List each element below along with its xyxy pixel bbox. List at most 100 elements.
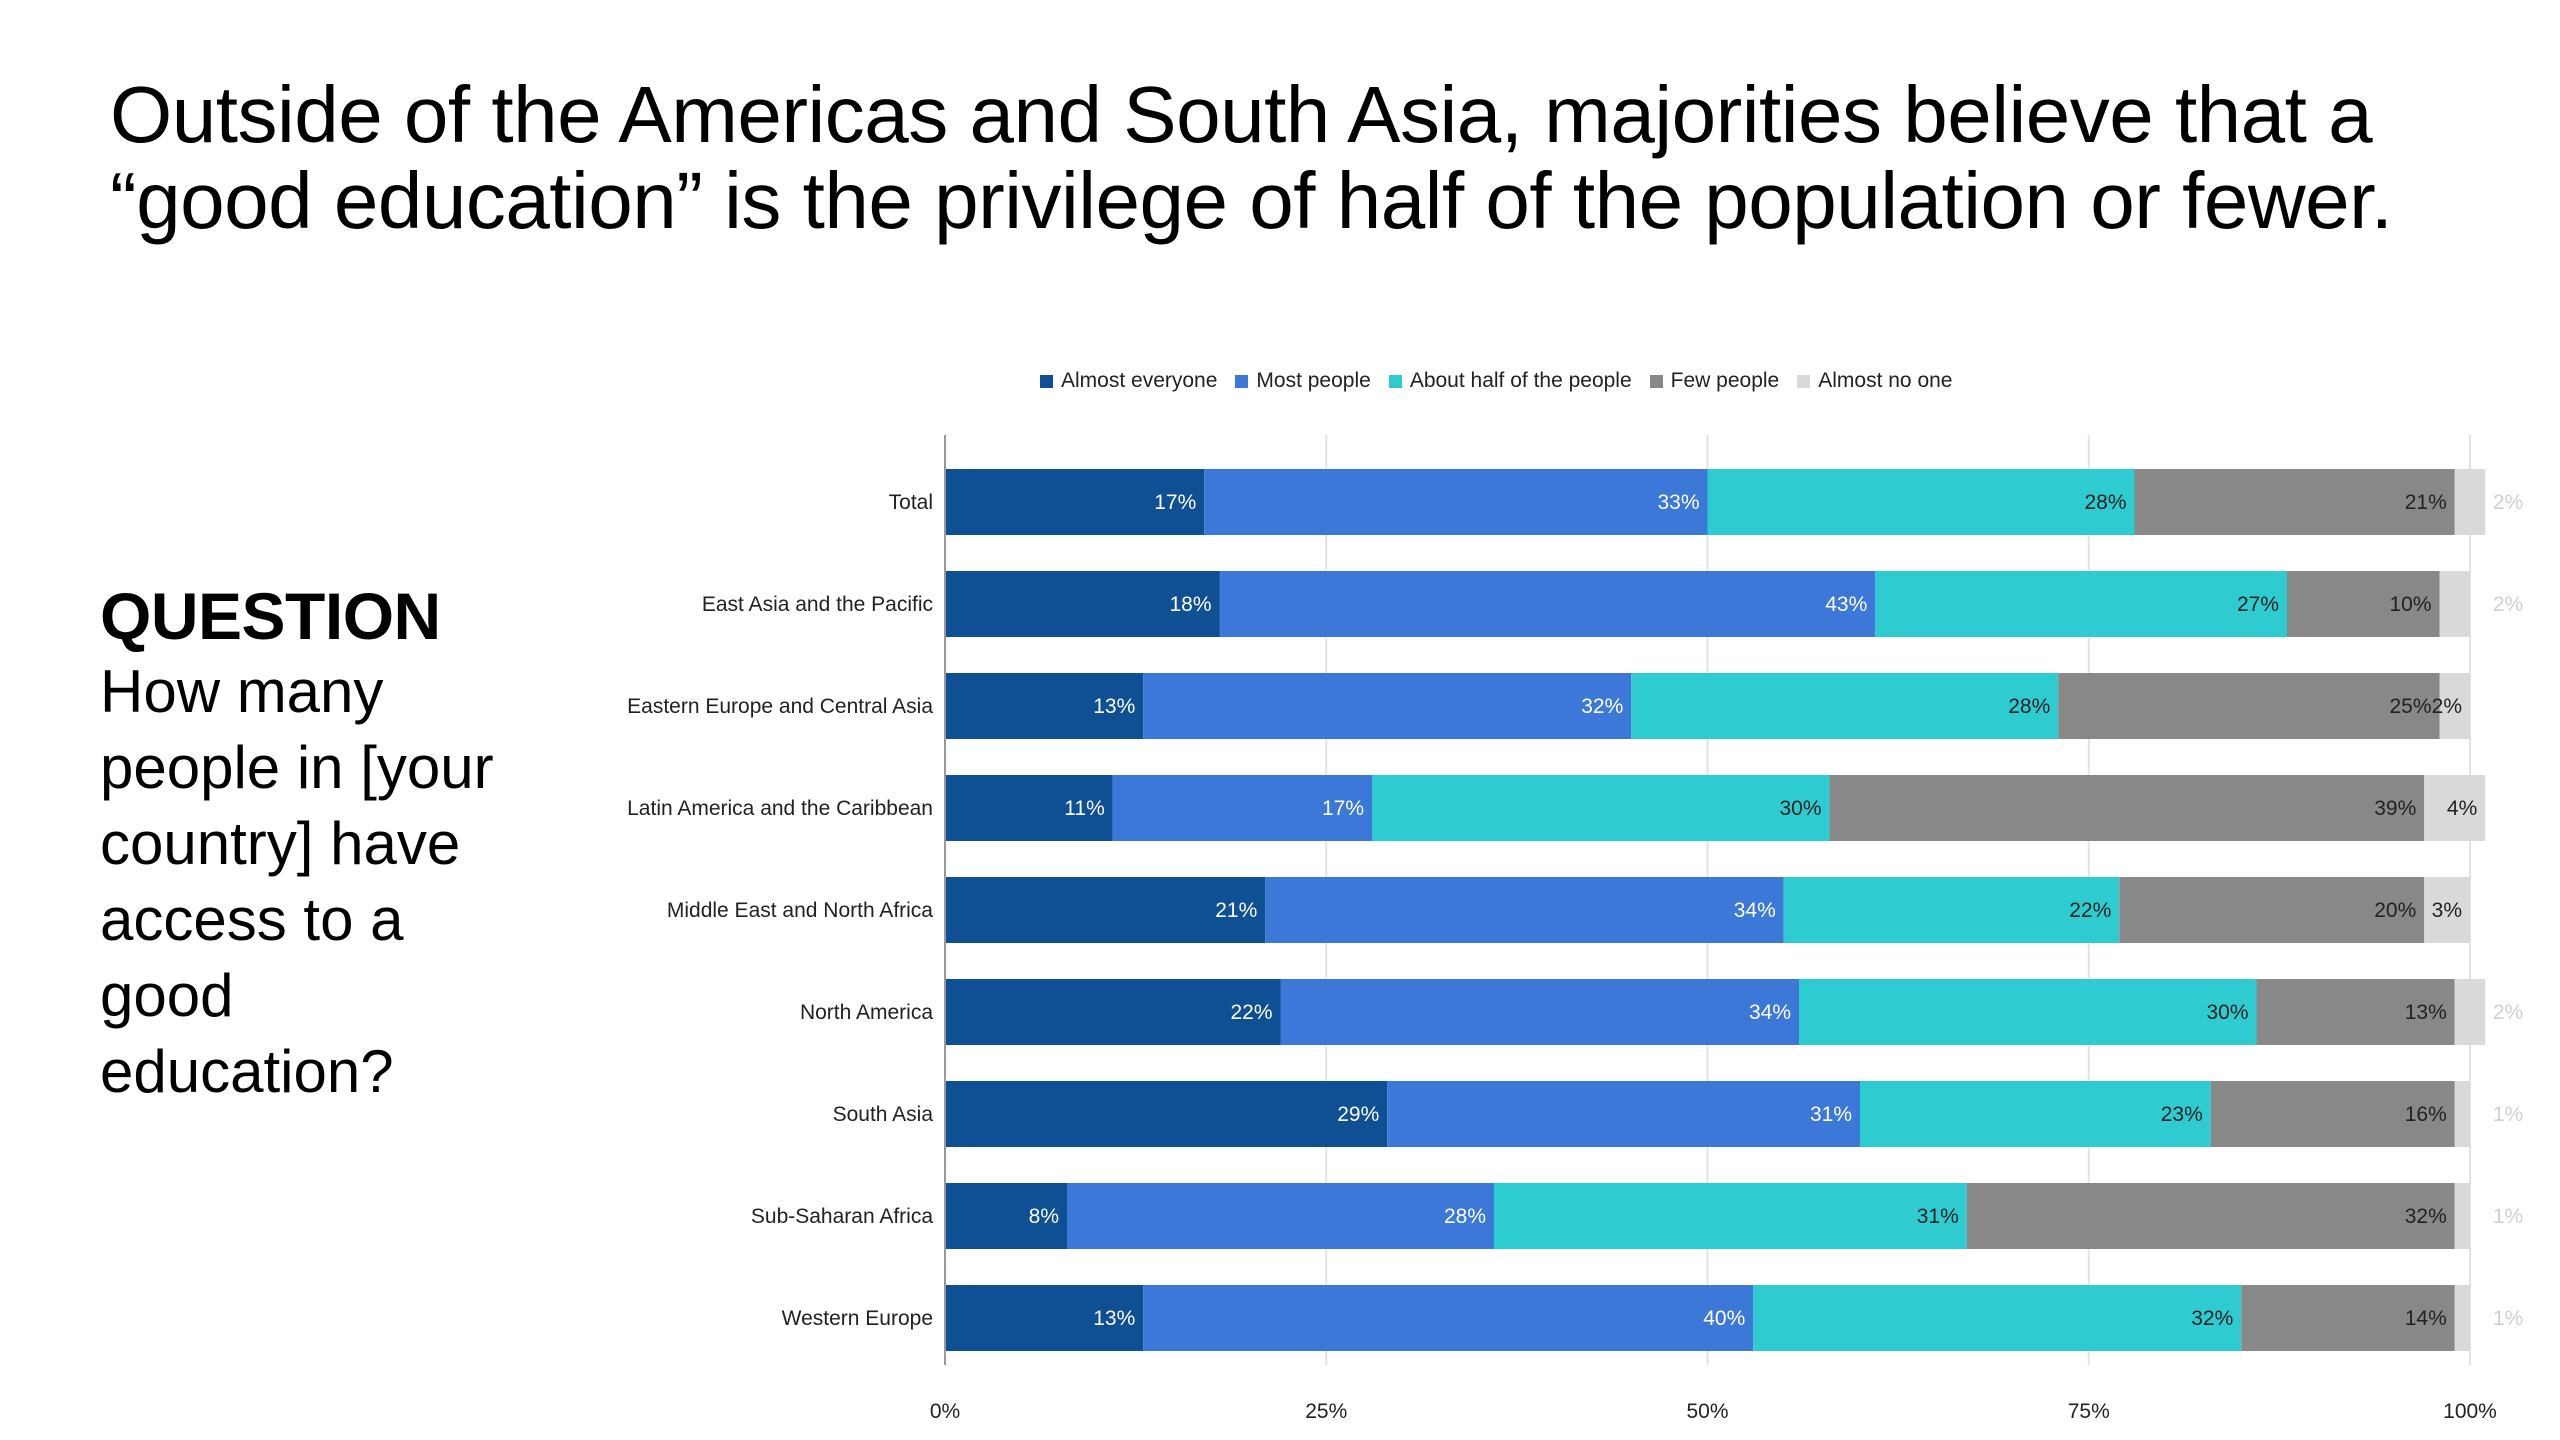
bar-segment-about-half <box>1799 979 2257 1045</box>
bar-segment-few-people <box>1829 775 2425 841</box>
data-label: 32% <box>2405 1205 2447 1228</box>
data-label: 32% <box>1581 695 1623 718</box>
data-label: 21% <box>1215 899 1257 922</box>
bar-segment-about-half <box>1753 1285 2242 1351</box>
data-label: 1% <box>2493 1205 2523 1228</box>
data-label: 13% <box>1093 1307 1135 1330</box>
category-label: East Asia and the Pacific <box>702 593 933 616</box>
bar-segment-few-people <box>2287 571 2440 637</box>
bar-segment-almost-everyone <box>945 877 1266 943</box>
data-label: 13% <box>1093 695 1135 718</box>
data-label: 28% <box>2008 695 2050 718</box>
legend-swatch <box>1235 374 1249 388</box>
data-label: 23% <box>2161 1103 2203 1126</box>
bar-segment-almost-everyone <box>945 469 1205 535</box>
data-label: 34% <box>1734 899 1776 922</box>
legend-item: About half of the people <box>1388 369 1632 393</box>
bar-segment-few-people <box>2119 877 2425 943</box>
bar-segment-almost-everyone <box>945 571 1220 637</box>
data-label: 2% <box>2493 1001 2523 1024</box>
data-label: 28% <box>2084 491 2126 514</box>
legend-swatch <box>1649 374 1663 388</box>
legend-label: Few people <box>1670 369 1780 392</box>
bar-segment-almost-no-one <box>2424 775 2486 841</box>
data-label: 16% <box>2405 1103 2447 1126</box>
data-label: 22% <box>1230 1001 1272 1024</box>
question-line: good <box>100 962 234 1029</box>
question-line: How many <box>100 658 384 725</box>
data-label: 25% <box>2389 695 2431 718</box>
category-label: North America <box>800 1001 933 1024</box>
chart-legend: Almost everyone Most people About half of … <box>1040 366 1952 396</box>
data-label: 18% <box>1169 593 1211 616</box>
data-label: 3% <box>2432 899 2462 922</box>
x-tick-label: 100% <box>2443 1400 2497 1423</box>
category-label: Sub-Saharan Africa <box>751 1205 933 1228</box>
bar-segment-almost-no-one <box>2439 673 2470 739</box>
data-label: 17% <box>1154 491 1196 514</box>
bar-segment-about-half <box>1631 673 2059 739</box>
category-label: Total <box>889 491 933 514</box>
bar-segment-almost-everyone <box>945 673 1144 739</box>
bar-segment-most-people <box>1280 979 1799 1045</box>
legend-item: Almost everyone <box>1040 369 1217 393</box>
data-label: 30% <box>1779 797 1821 820</box>
question-line: access to a <box>100 886 404 953</box>
category-label: South Asia <box>833 1103 934 1126</box>
data-label: 4% <box>2447 797 2477 820</box>
data-label: 40% <box>1703 1307 1745 1330</box>
bar-segment-few-people <box>2241 1285 2455 1351</box>
question-line: country] have <box>100 810 461 877</box>
x-tick-label: 50% <box>1686 1400 1728 1423</box>
data-label: 2% <box>2493 491 2523 514</box>
legend-swatch <box>1797 374 1811 388</box>
x-tick-label: 0% <box>930 1400 960 1423</box>
bar-segment-few-people <box>1966 1183 2455 1249</box>
bar-segment-almost-no-one <box>2454 1183 2470 1249</box>
data-label: 32% <box>2191 1307 2233 1330</box>
legend-label: Almost everyone <box>1061 369 1218 392</box>
legend-item: Most people <box>1235 369 1371 393</box>
data-label: 1% <box>2493 1103 2523 1126</box>
bar-segment-almost-everyone <box>945 775 1113 841</box>
data-label: 30% <box>2206 1001 2248 1024</box>
legend-label: About half of the people <box>1409 369 1632 392</box>
bar-segment-almost-everyone <box>945 1081 1388 1147</box>
bar-segment-almost-no-one <box>2454 469 2486 535</box>
data-label: 1% <box>2493 1307 2523 1330</box>
bar-segment-most-people <box>1219 571 1876 637</box>
category-label: Western Europe <box>782 1307 933 1330</box>
bar-segment-almost-no-one <box>2424 877 2470 943</box>
data-label: 20% <box>2374 899 2416 922</box>
x-tick-label: 75% <box>2068 1400 2110 1423</box>
data-label: 11% <box>1064 797 1104 820</box>
category-label: Middle East and North Africa <box>667 899 933 922</box>
bar-segment-about-half <box>1783 877 2120 943</box>
data-label: 31% <box>1917 1205 1959 1228</box>
title-line: “good education” is the privilege of hal… <box>110 156 2393 245</box>
legend-swatch <box>1388 374 1402 388</box>
bar-segment-almost-no-one <box>2439 571 2470 637</box>
bar-segment-almost-everyone <box>945 979 1281 1045</box>
question-block: QUESTION How many people in [your countr… <box>100 578 560 1110</box>
bar-segment-about-half <box>1875 571 2287 637</box>
slide-title: Outside of the Americas and South Asia, … <box>110 72 2510 244</box>
legend-item: Few people <box>1649 369 1780 393</box>
data-label: 14% <box>2405 1307 2447 1330</box>
data-label: 2% <box>2432 695 2462 718</box>
bar-segment-almost-no-one <box>2454 979 2486 1045</box>
bar-segment-almost-no-one <box>2454 1081 2470 1147</box>
bar-segment-most-people <box>1112 775 1372 841</box>
data-label: 33% <box>1657 491 1699 514</box>
legend-label: Almost no one <box>1818 369 1953 392</box>
bar-segment-about-half <box>1860 1081 2211 1147</box>
question-line: education? <box>100 1038 394 1105</box>
x-tick-label: 25% <box>1305 1400 1347 1423</box>
data-label: 2% <box>2493 593 2523 616</box>
bar-segment-most-people <box>1265 877 1784 943</box>
data-label: 28% <box>1444 1205 1486 1228</box>
bar-segment-about-half <box>1372 775 1830 841</box>
data-label: 21% <box>2405 491 2447 514</box>
bar-segment-few-people <box>2210 1081 2455 1147</box>
